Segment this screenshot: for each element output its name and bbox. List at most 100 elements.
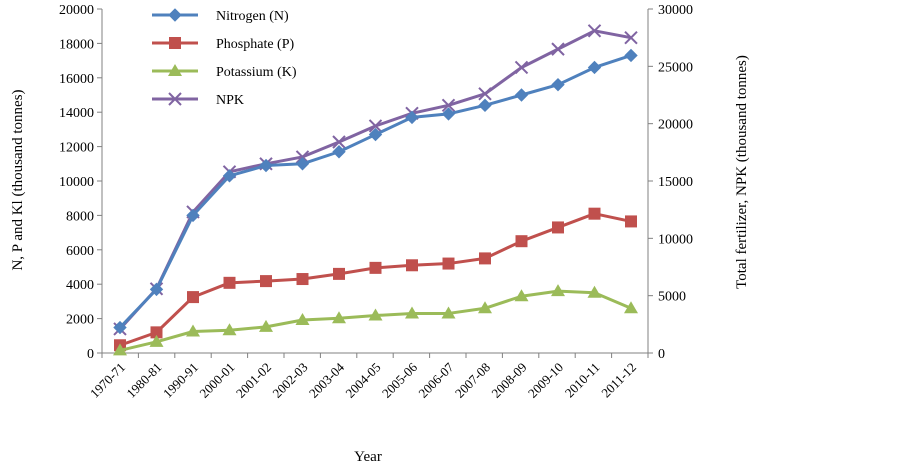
x-tick-label: 2005-06 [379, 359, 421, 401]
y-tick-label: 4000 [66, 278, 94, 293]
data-point-npk [332, 135, 346, 149]
y-tick-label: 10000 [59, 175, 94, 190]
x-tick-label: 1970-71 [87, 360, 128, 401]
legend-item-nitrogen: Nitrogen (N) [152, 8, 289, 24]
x-tick-label: 1990-91 [160, 360, 201, 401]
legend-label: NPK [216, 93, 244, 108]
series-line-npk [118, 29, 632, 330]
series-layer [113, 24, 638, 356]
x-tick-label: 2010-11 [562, 360, 603, 401]
data-point-potassium [259, 319, 273, 332]
data-point-phosphate [223, 276, 236, 289]
series-line-nitrogen [118, 54, 632, 329]
x-tick-label: 2004-05 [342, 360, 383, 401]
data-point-npk [514, 60, 529, 75]
x-axis-label: Year [354, 449, 382, 465]
data-point-phosphate [296, 273, 309, 286]
x-tick-label: 2003-04 [306, 359, 348, 401]
x-tick-label: 1980-81 [123, 360, 164, 401]
y2-tick-label: 25000 [658, 60, 693, 75]
x-tick-label: 2002-03 [269, 360, 310, 401]
data-point-potassium [332, 311, 346, 324]
data-point-potassium [551, 284, 565, 297]
y2-tick-label: 30000 [658, 3, 693, 18]
data-point-potassium [624, 301, 638, 314]
y2-axis-label: Total fertilizer, NPK (thousand tonnes) [734, 55, 750, 289]
y2-tick-label: 10000 [658, 232, 693, 247]
y-tick-label: 6000 [66, 244, 94, 259]
y-axis-label: N, P and Kl (thousand tonnes) [10, 89, 26, 270]
x-tick-label: 2009-10 [525, 360, 566, 401]
legend-marker [168, 64, 182, 76]
legend-marker [169, 37, 181, 49]
data-point-potassium [368, 308, 383, 321]
x-tick-label: 2001-02 [233, 360, 274, 401]
data-point-nitrogen [295, 157, 310, 171]
y2-tick-label: 20000 [658, 118, 693, 133]
data-point-npk [624, 30, 638, 45]
data-point-phosphate [369, 261, 382, 274]
legend: Nitrogen (N) Phosphate (P) Potassium (K) NP… [152, 8, 297, 108]
data-point-npk [587, 24, 602, 38]
data-point-npk [478, 87, 492, 101]
x-tick-label: 2006-07 [415, 359, 457, 401]
data-point-phosphate [333, 267, 345, 280]
y-tick-label: 2000 [66, 313, 94, 328]
legend-label: Phosphate (P) [216, 37, 295, 52]
data-point-nitrogen [551, 77, 565, 92]
data-point-potassium [295, 312, 310, 325]
series-potassium [113, 284, 638, 356]
data-point-nitrogen [113, 320, 127, 335]
data-point-potassium [587, 285, 602, 298]
data-point-potassium [405, 306, 419, 319]
data-point-phosphate [515, 235, 528, 248]
legend-item-potassium: Potassium (K) [152, 64, 297, 80]
y2-tick-label: 0 [658, 347, 665, 362]
data-point-potassium [186, 324, 200, 337]
y-tick-label: 0 [87, 347, 94, 362]
legend-item-npk: NPK [152, 92, 244, 108]
y-tick-label: 18000 [59, 37, 94, 52]
data-point-nitrogen [332, 145, 346, 159]
data-point-nitrogen [222, 169, 237, 183]
data-point-potassium [222, 323, 237, 336]
data-point-npk [368, 119, 383, 133]
data-point-npk [551, 42, 565, 56]
data-point-nitrogen [587, 60, 602, 75]
y2-tick-label: 15000 [658, 175, 693, 190]
y-tick-label: 8000 [66, 209, 94, 224]
y-tick-label: 14000 [59, 106, 94, 121]
data-point-nitrogen [186, 208, 200, 223]
data-point-nitrogen [514, 88, 529, 102]
legend-item-phosphate: Phosphate (P) [152, 37, 295, 52]
x-tick-label: 2008-09 [488, 360, 529, 401]
data-point-phosphate [406, 259, 418, 272]
data-point-phosphate [442, 257, 455, 270]
data-point-potassium [514, 289, 529, 302]
legend-label: Nitrogen (N) [216, 9, 289, 24]
legend-marker [168, 92, 182, 106]
data-point-nitrogen [441, 107, 456, 121]
data-point-potassium [478, 301, 492, 314]
y-tick-label: 12000 [59, 141, 94, 156]
data-point-phosphate [588, 207, 601, 220]
x-tick-label: 2000-01 [196, 360, 237, 401]
data-point-nitrogen [368, 127, 383, 142]
series-phosphate [114, 207, 637, 352]
y-tick-label: 20000 [59, 3, 94, 18]
legend-marker [168, 8, 182, 22]
data-point-nitrogen [259, 158, 273, 173]
data-point-npk [441, 98, 456, 113]
data-point-phosphate [187, 291, 199, 304]
x-tick-label: 2011-12 [598, 360, 639, 401]
data-point-nitrogen [149, 282, 164, 297]
y2-tick-label: 5000 [658, 290, 686, 305]
data-point-nitrogen [624, 48, 638, 63]
x-tick-label: 2007-08 [452, 360, 493, 401]
data-point-phosphate [260, 275, 272, 288]
data-point-nitrogen [478, 98, 492, 113]
data-point-phosphate [150, 326, 163, 339]
data-point-nitrogen [405, 110, 419, 125]
series-nitrogen [113, 48, 638, 335]
